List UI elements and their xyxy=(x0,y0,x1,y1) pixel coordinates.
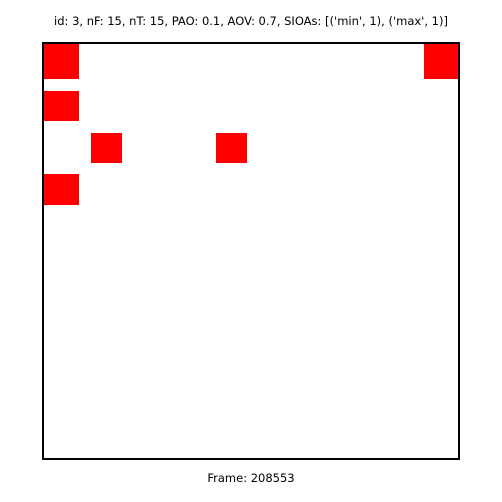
red-cell-5 xyxy=(216,133,247,163)
parameters-header: id: 3, nF: 15, nT: 15, PAO: 0.1, AOV: 0.… xyxy=(54,14,448,28)
red-cell-2 xyxy=(424,44,458,79)
game-board xyxy=(42,42,460,460)
frame-counter: Frame: 208553 xyxy=(207,471,295,485)
red-cell-1 xyxy=(44,44,79,79)
red-cell-4 xyxy=(91,133,122,163)
red-cell-3 xyxy=(44,91,79,121)
red-cell-6 xyxy=(44,174,79,205)
